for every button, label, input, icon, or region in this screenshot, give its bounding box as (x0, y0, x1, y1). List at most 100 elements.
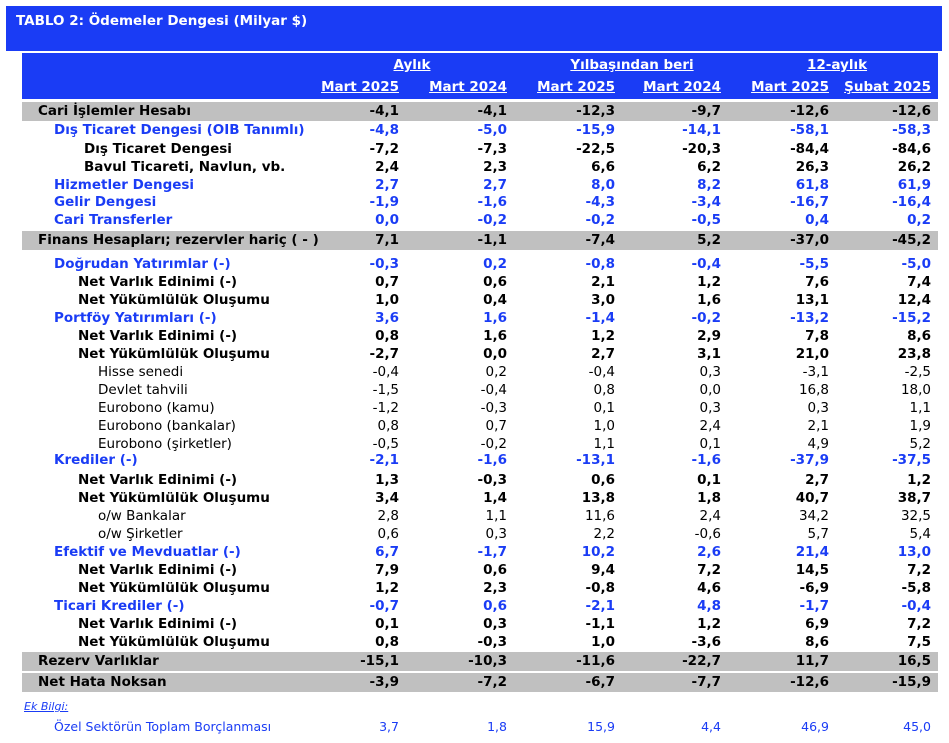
row-value: 0,1 (375, 616, 399, 632)
row-value: 7,2 (907, 562, 931, 578)
row-value: -0,4 (588, 364, 615, 380)
row-value: -13,1 (576, 452, 615, 468)
column-header: Şubat 2025 (844, 79, 931, 95)
row-value: 2,7 (805, 472, 829, 488)
table-row: Dış Ticaret Dengesi (OIB Tanımlı) -4,8 -5,… (22, 121, 938, 139)
row-value: -0,8 (585, 580, 615, 596)
row-value: -45,2 (892, 232, 931, 248)
row-value: 11,7 (795, 653, 829, 669)
row-value: 0,3 (699, 400, 721, 416)
table-row: Hizmetler Dengesi 2,7 2,7 8,0 8,2 61,8 61,9 (22, 176, 938, 194)
extra-row-value: 15,9 (587, 719, 615, 734)
table-row: Dış Ticaret Dengesi -7,2 -7,3 -22,5 -20,3 -84… (22, 140, 938, 158)
row-value: 3,1 (697, 346, 721, 362)
row-value: -15,2 (892, 310, 931, 326)
row-value: 0,3 (699, 364, 721, 380)
row-label: Cari İşlemler Hesabı (38, 103, 191, 119)
row-value: 1,2 (591, 328, 615, 344)
row-value: 0,0 (483, 346, 507, 362)
row-value: 23,8 (897, 346, 931, 362)
table-row: Efektif ve Mevduatlar (-) 6,7 -1,7 10,2 2,6 2… (22, 543, 938, 561)
row-value: -84,4 (790, 141, 829, 157)
row-value: 1,6 (697, 292, 721, 308)
row-label: Net Hata Noksan (38, 674, 167, 690)
table-row: Net Varlık Edinimi (-) 1,3 -0,3 0,6 0,1 2,7 1,… (22, 471, 938, 489)
row-value: 8,6 (907, 328, 931, 344)
table-row: Net Yükümlülük Oluşumu 1,2 2,3 -0,8 4,6 -6,9 -… (22, 579, 938, 597)
row-label: Net Yükümlülük Oluşumu (78, 346, 270, 362)
row-value: -14,1 (682, 122, 721, 138)
row-value: -7,4 (585, 232, 615, 248)
row-value: -5,0 (901, 256, 931, 272)
extra-row-value: 4,4 (701, 719, 721, 734)
row-value: -0,4 (480, 382, 507, 398)
row-value: 1,2 (907, 472, 931, 488)
row-value: 7,5 (907, 634, 931, 650)
row-label: Dış Ticaret Dengesi (OIB Tanımlı) (54, 122, 305, 138)
table-row: Finans Hesapları; rezervler hariç ( - ) 7… (22, 231, 938, 250)
row-value: -4,1 (477, 103, 507, 119)
row-value: 7,2 (697, 562, 721, 578)
row-value: -2,1 (585, 598, 615, 614)
row-value: 26,3 (795, 159, 829, 175)
row-value: -2,1 (369, 452, 399, 468)
row-label: Net Varlık Edinimi (-) (78, 616, 238, 632)
row-value: 12,4 (897, 292, 931, 308)
row-value: 0,2 (907, 212, 931, 228)
row-value: 2,4 (375, 159, 399, 175)
row-value: 2,8 (377, 508, 399, 524)
row-value: 14,5 (795, 562, 829, 578)
table-row: Bavul Ticareti, Navlun, vb. 2,4 2,3 6,6 6,2 2… (22, 158, 938, 176)
row-label: Dış Ticaret Dengesi (84, 141, 232, 157)
group-header-ytd: Yılbaşından beri (570, 57, 694, 73)
row-value: 6,2 (697, 159, 721, 175)
row-value: 1,1 (909, 400, 931, 416)
table-row: Gelir Dengesi -1,9 -1,6 -4,3 -3,4 -16,7 -16,4 (22, 193, 938, 211)
row-value: 2,1 (591, 274, 615, 290)
row-value: 0,2 (483, 256, 507, 272)
row-value: 0,3 (485, 526, 507, 542)
row-label: Bavul Ticareti, Navlun, vb. (84, 159, 286, 175)
row-value: 0,3 (483, 616, 507, 632)
row-value: 0,1 (697, 472, 721, 488)
table-row: Net Varlık Edinimi (-) 0,1 0,3 -1,1 1,2 6,9 7,… (22, 615, 938, 633)
row-label: Eurobono (bankalar) (98, 418, 236, 434)
row-value: -0,3 (477, 472, 507, 488)
row-label: Finans Hesapları; rezervler hariç ( - ) (38, 232, 319, 248)
row-value: -7,3 (477, 141, 507, 157)
row-value: 6,7 (375, 544, 399, 560)
row-value: 61,8 (795, 177, 829, 193)
row-value: -4,3 (585, 194, 615, 210)
row-value: -4,1 (369, 103, 399, 119)
row-value: -0,7 (369, 598, 399, 614)
row-value: 0,8 (593, 382, 615, 398)
row-value: 2,7 (375, 177, 399, 193)
row-value: 2,3 (483, 159, 507, 175)
row-value: 2,6 (697, 544, 721, 560)
row-value: -5,8 (901, 580, 931, 596)
row-value: -1,1 (585, 616, 615, 632)
row-value: 61,9 (897, 177, 931, 193)
row-value: -7,2 (369, 141, 399, 157)
group-header-monthly: Aylık (393, 57, 431, 73)
row-value: 1,1 (593, 436, 615, 452)
row-value: 0,6 (483, 274, 507, 290)
row-value: -0,2 (585, 212, 615, 228)
row-value: 5,7 (807, 526, 829, 542)
table-row: Eurobono (şirketler) -0,5 -0,2 1,1 0,1 4,9 5,2 (22, 435, 938, 453)
row-label: Eurobono (kamu) (98, 400, 215, 416)
column-header: Mart 2025 (321, 79, 399, 95)
row-label: Hisse senedi (98, 364, 184, 380)
row-value: -15,1 (360, 653, 399, 669)
row-value: -5,5 (799, 256, 829, 272)
row-value: 3,0 (591, 292, 615, 308)
row-value: -37,9 (790, 452, 829, 468)
row-value: -6,7 (585, 674, 615, 690)
table-row: Cari İşlemler Hesabı -4,1 -4,1 -12,3 -9,7 -12… (22, 102, 938, 121)
row-value: 5,2 (909, 436, 931, 452)
row-value: 8,6 (805, 634, 829, 650)
row-value: 0,1 (699, 436, 721, 452)
column-header: Mart 2024 (429, 79, 507, 95)
row-value: -0,3 (477, 634, 507, 650)
row-value: 4,9 (807, 436, 829, 452)
